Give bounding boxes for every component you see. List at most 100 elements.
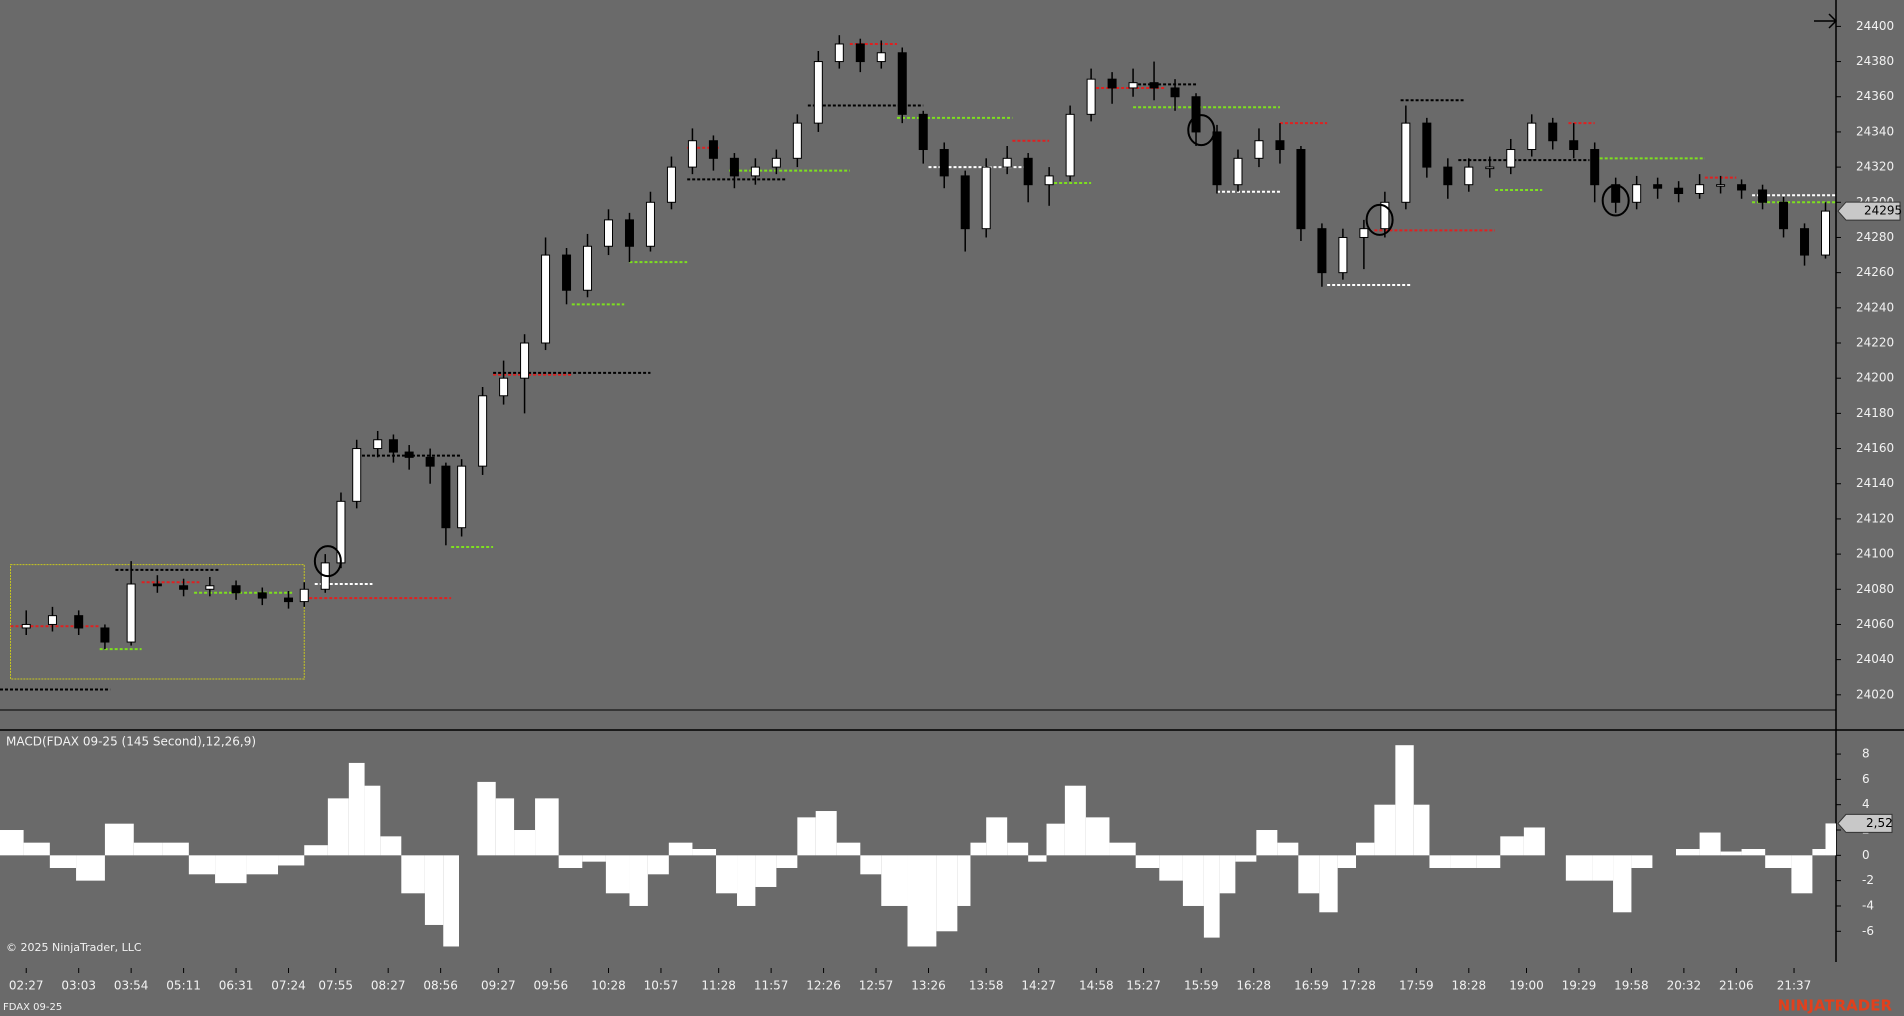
- macd-bar: [1395, 745, 1414, 856]
- macd-bar: [1085, 817, 1110, 856]
- candle-body: [231, 585, 241, 594]
- x-tick-label: 19:00: [1509, 979, 1544, 993]
- y-tick-label: 24120: [1856, 511, 1894, 525]
- macd-bar: [188, 855, 216, 875]
- candle-body: [74, 615, 84, 629]
- macd-bar: [907, 855, 937, 947]
- macd-bar: [629, 855, 648, 906]
- x-tick-label: 15:27: [1126, 979, 1161, 993]
- candle-body: [1422, 122, 1432, 168]
- scroll-arrow[interactable]: [1814, 13, 1838, 29]
- candle-body: [939, 149, 949, 177]
- candle-body: [813, 61, 823, 124]
- macd-bar: [364, 785, 381, 856]
- macd-bar: [1277, 842, 1299, 856]
- x-tick-label: 19:58: [1614, 979, 1649, 993]
- y-tick-label: 24160: [1856, 441, 1894, 455]
- macd-bar: [815, 811, 837, 856]
- copyright: © 2025 NinjaTrader, LLC: [6, 941, 142, 954]
- macd-bar: [1298, 855, 1320, 894]
- x-tick-label: 21:37: [1777, 979, 1812, 993]
- candle-body: [1002, 157, 1012, 168]
- macd-bar: [936, 855, 958, 932]
- price-marker: [1837, 201, 1901, 221]
- y-tick-label: -4: [1862, 898, 1874, 912]
- macd-bar: [1413, 804, 1430, 856]
- candle-body: [100, 627, 110, 643]
- macd-marker: [1837, 813, 1893, 833]
- candle-body: [1506, 149, 1516, 168]
- candle-body: [205, 585, 215, 590]
- x-tick-label: 21:06: [1719, 979, 1754, 993]
- candle-body: [1128, 82, 1138, 89]
- macd-bar: [1720, 851, 1742, 856]
- y-tick-label: 24140: [1856, 476, 1894, 490]
- candle-body: [1548, 122, 1558, 142]
- macd-bar: [1356, 842, 1375, 856]
- y-tick-label: 0: [1862, 848, 1870, 862]
- macd-bar: [776, 855, 798, 868]
- x-tick-label: 17:59: [1399, 979, 1434, 993]
- macd-bar: [1613, 855, 1632, 913]
- candle-body: [1611, 184, 1621, 203]
- candle-body: [771, 157, 781, 168]
- y-tick-label: 24360: [1856, 89, 1894, 103]
- candle-body: [47, 615, 57, 625]
- candle-body: [457, 465, 467, 529]
- y-tick-label: -2: [1862, 873, 1874, 887]
- macd-bar: [860, 855, 882, 875]
- macd-bar: [558, 855, 583, 868]
- candle-body: [624, 219, 634, 247]
- macd-bar: [1159, 855, 1183, 881]
- macd-bar: [1046, 823, 1065, 856]
- macd-bar: [327, 798, 349, 856]
- macd-bar: [1109, 842, 1136, 856]
- macd-bar: [1203, 855, 1220, 938]
- x-tick-label: 12:26: [806, 979, 841, 993]
- y-tick-label: 24040: [1856, 652, 1894, 666]
- candle-body: [1485, 166, 1495, 170]
- macd-bar: [986, 817, 1008, 856]
- macd-bar: [348, 762, 365, 856]
- macd-bar: [1064, 785, 1086, 856]
- candle-body: [352, 448, 362, 502]
- candle-body: [541, 254, 551, 344]
- candle-body: [876, 52, 886, 63]
- macd-bar: [0, 830, 24, 856]
- macd-bar: [716, 855, 738, 894]
- macd-bar: [1182, 855, 1204, 906]
- macd-bar: [401, 855, 425, 894]
- y-tick-label: 24060: [1856, 617, 1894, 631]
- candle-body: [562, 254, 572, 291]
- candle-body: [1170, 87, 1180, 98]
- macd-bar: [1791, 855, 1813, 894]
- candle-body: [1632, 184, 1642, 203]
- macd-bar: [605, 855, 630, 894]
- candle-body: [792, 122, 802, 159]
- candle-body: [1695, 184, 1705, 194]
- x-tick-label: 07:55: [318, 979, 353, 993]
- candle-body: [299, 588, 309, 603]
- x-tick-label: 05:11: [166, 979, 201, 993]
- macd-marker-label: 2,52: [1866, 816, 1893, 830]
- macd-bar: [1337, 855, 1357, 868]
- candle-body: [152, 583, 162, 587]
- candle-body: [897, 52, 907, 115]
- macd-bar: [424, 855, 444, 925]
- macd-bar: [1592, 855, 1614, 881]
- candle-body: [284, 597, 294, 603]
- candle-body: [708, 140, 718, 159]
- candle-body: [1737, 184, 1747, 191]
- x-tick-label: 12:57: [859, 979, 894, 993]
- x-tick-label: 08:27: [371, 979, 406, 993]
- x-tick-label: 18:28: [1452, 979, 1487, 993]
- y-tick-label: 24180: [1856, 406, 1894, 420]
- candle-body: [388, 439, 398, 453]
- macd-bar: [49, 855, 77, 868]
- candle-body: [981, 166, 991, 230]
- macd-bar: [1319, 855, 1338, 913]
- candle-body: [425, 456, 435, 467]
- x-tick-label: 06:31: [219, 979, 254, 993]
- macd-bar: [1007, 842, 1029, 856]
- candle-body: [1380, 201, 1390, 230]
